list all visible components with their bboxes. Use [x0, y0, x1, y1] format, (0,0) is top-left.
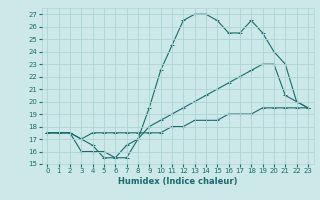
X-axis label: Humidex (Indice chaleur): Humidex (Indice chaleur) [118, 177, 237, 186]
